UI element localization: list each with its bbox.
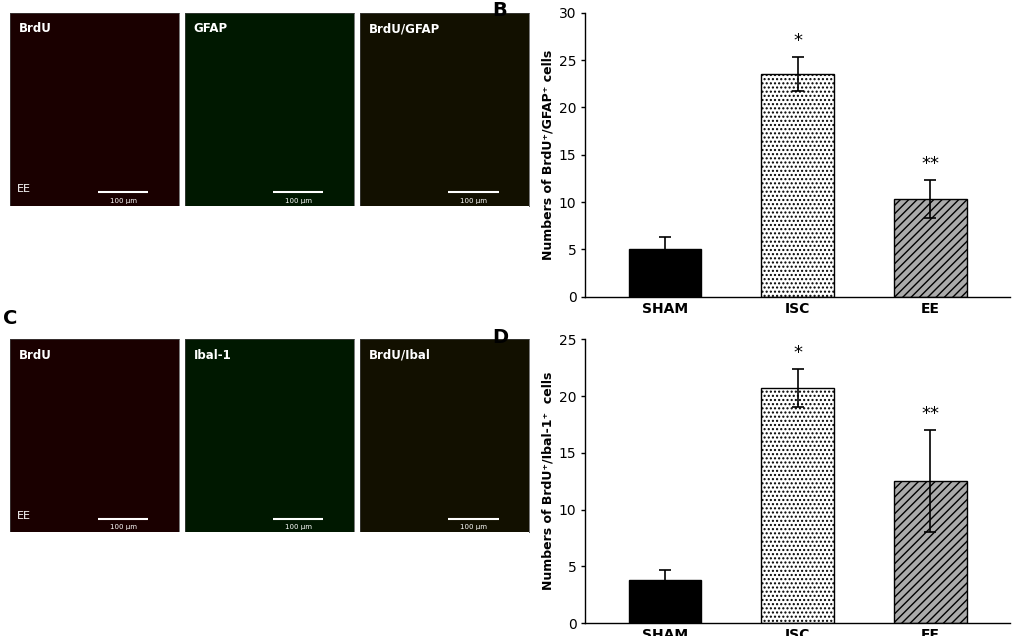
Text: C: C [3, 308, 17, 328]
Text: 100 μm: 100 μm [284, 198, 312, 204]
Text: B: B [491, 1, 506, 20]
Y-axis label: Numbers of BrdU⁺/Ibal-1⁺  cells: Numbers of BrdU⁺/Ibal-1⁺ cells [541, 372, 554, 590]
Text: EE: EE [17, 511, 31, 521]
Text: 100 μm: 100 μm [109, 198, 137, 204]
Text: 100 μm: 100 μm [460, 525, 486, 530]
Bar [628, 580, 701, 623]
Text: **: ** [920, 405, 938, 423]
Text: 100 μm: 100 μm [284, 525, 312, 530]
Text: D: D [491, 328, 507, 347]
Text: **: ** [920, 155, 938, 173]
Bar [760, 388, 834, 623]
Text: A: A [3, 0, 18, 1]
Text: *: * [793, 32, 801, 50]
Text: EE: EE [17, 184, 31, 194]
Bar [893, 481, 966, 623]
Text: GFAP: GFAP [194, 22, 227, 36]
Text: BrdU/Ibal: BrdU/Ibal [369, 349, 430, 362]
Text: BrdU/GFAP: BrdU/GFAP [369, 22, 440, 36]
Text: Ibal-1: Ibal-1 [194, 349, 231, 362]
Text: BrdU: BrdU [18, 22, 51, 36]
Y-axis label: Numbers of BrdU⁺/GFAP⁺ cells: Numbers of BrdU⁺/GFAP⁺ cells [541, 50, 554, 260]
Text: *: * [793, 343, 801, 362]
Bar [760, 74, 834, 297]
Text: BrdU: BrdU [18, 349, 51, 362]
Text: 100 μm: 100 μm [109, 525, 137, 530]
Bar [628, 249, 701, 297]
Bar [893, 199, 966, 297]
Text: 100 μm: 100 μm [460, 198, 486, 204]
